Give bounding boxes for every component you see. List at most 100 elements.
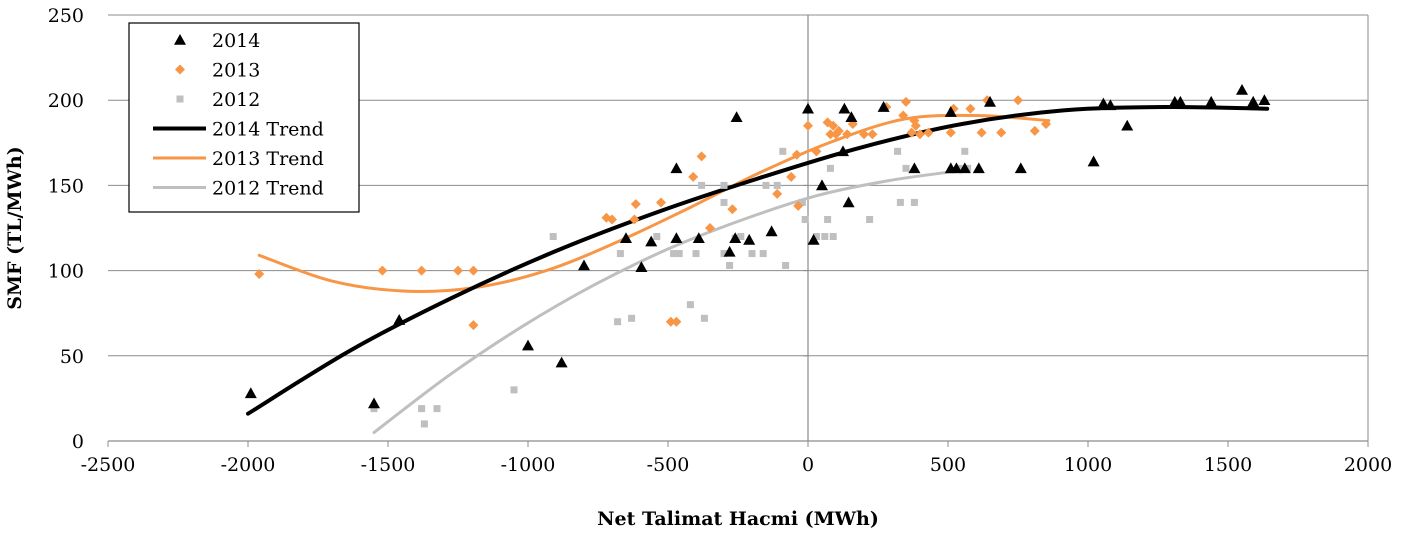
point-2013 xyxy=(453,265,463,276)
x-tick-label: -500 xyxy=(647,454,690,476)
point-2014 xyxy=(1236,83,1248,95)
point-2013 xyxy=(468,320,479,331)
point-2012 xyxy=(782,261,790,269)
point-2013 xyxy=(696,151,707,162)
point-2013 xyxy=(842,129,853,140)
point-2012 xyxy=(370,405,378,413)
trend-line-2012 xyxy=(372,168,967,434)
point-2012 xyxy=(653,233,661,241)
point-2014 xyxy=(393,314,406,325)
point-2013 xyxy=(468,265,479,276)
point-2012 xyxy=(700,314,708,322)
point-2014 xyxy=(838,102,851,114)
trend-line-2013 xyxy=(257,113,1051,293)
point-2013 xyxy=(254,269,265,280)
point-2014 xyxy=(635,261,648,272)
point-2014 xyxy=(1097,97,1110,109)
point-2012 xyxy=(896,198,904,206)
point-2014 xyxy=(1014,162,1027,174)
point-2012 xyxy=(812,233,820,241)
point-2013 xyxy=(629,214,640,225)
point-2014 xyxy=(765,225,778,237)
axes xyxy=(107,14,1369,447)
point-2013 xyxy=(793,200,804,211)
point-2013 xyxy=(945,127,956,138)
point-2012 xyxy=(798,198,806,206)
x-tick-label: -1000 xyxy=(501,454,556,476)
point-2012 xyxy=(549,233,557,241)
legend-marker-swatch xyxy=(174,34,186,45)
point-2013 xyxy=(791,149,802,160)
y-tick-label: 250 xyxy=(48,5,84,27)
point-2012 xyxy=(510,386,518,394)
point-2012 xyxy=(616,250,624,258)
y-tick-label: 50 xyxy=(60,346,84,368)
point-2013 xyxy=(898,110,909,121)
point-2014 xyxy=(743,233,756,245)
point-2012 xyxy=(910,198,918,206)
point-2013 xyxy=(965,103,976,114)
point-2012 xyxy=(748,250,756,258)
point-2012 xyxy=(720,181,728,189)
point-2014 xyxy=(972,162,985,174)
point-2014 xyxy=(522,339,534,351)
point-2013 xyxy=(901,96,911,107)
point-2012 xyxy=(675,250,683,258)
y-tick-label: 200 xyxy=(48,90,84,112)
point-2014 xyxy=(244,387,257,399)
point-2014 xyxy=(645,235,658,247)
point-2013 xyxy=(803,120,813,131)
point-2013 xyxy=(923,127,934,138)
point-2012 xyxy=(961,147,969,155)
y-tick-label: 100 xyxy=(48,261,84,283)
point-2013 xyxy=(996,127,1007,138)
point-2014 xyxy=(670,232,683,244)
point-2014 xyxy=(877,101,890,112)
legend-label: 2012 Trend xyxy=(212,178,324,200)
point-2014 xyxy=(950,162,963,174)
point-2013 xyxy=(1013,95,1023,106)
point-2012 xyxy=(801,215,809,223)
x-tick-label: -2000 xyxy=(221,454,276,476)
point-2012 xyxy=(628,314,636,322)
point-2012 xyxy=(720,250,728,258)
point-2014 xyxy=(958,162,971,174)
point-2014 xyxy=(1174,95,1187,107)
point-2012 xyxy=(614,318,622,326)
x-tick-label: 1500 xyxy=(1204,454,1252,476)
point-2012 xyxy=(670,250,678,258)
point-2014 xyxy=(1104,99,1117,111)
point-2012 xyxy=(762,181,770,189)
point-2014 xyxy=(1258,94,1271,105)
point-2012 xyxy=(894,147,902,155)
point-2012 xyxy=(824,215,832,223)
point-2014 xyxy=(555,356,568,368)
point-2012 xyxy=(420,420,428,428)
point-2012 xyxy=(726,261,734,269)
point-2013 xyxy=(910,120,921,131)
legend-box xyxy=(128,22,360,213)
point-2013 xyxy=(671,316,682,327)
point-2014 xyxy=(730,111,743,123)
x-tick-label: 2000 xyxy=(1344,454,1392,476)
point-2012 xyxy=(433,405,441,413)
point-2014 xyxy=(1121,119,1134,131)
point-2013 xyxy=(833,125,844,136)
x-tick-label: 500 xyxy=(930,454,966,476)
point-2013 xyxy=(727,204,738,215)
point-2014 xyxy=(842,196,855,208)
point-2013 xyxy=(688,171,699,182)
point-2014 xyxy=(802,102,814,114)
point-2013 xyxy=(906,127,917,138)
point-2012 xyxy=(759,250,767,258)
point-2014 xyxy=(670,162,683,174)
point-2014 xyxy=(1087,155,1100,167)
point-2013 xyxy=(859,129,869,140)
point-2013 xyxy=(828,120,839,131)
point-2014 xyxy=(807,233,820,245)
point-2013 xyxy=(825,129,836,140)
point-2014 xyxy=(944,106,957,117)
x-tick-label: 1000 xyxy=(1064,454,1112,476)
